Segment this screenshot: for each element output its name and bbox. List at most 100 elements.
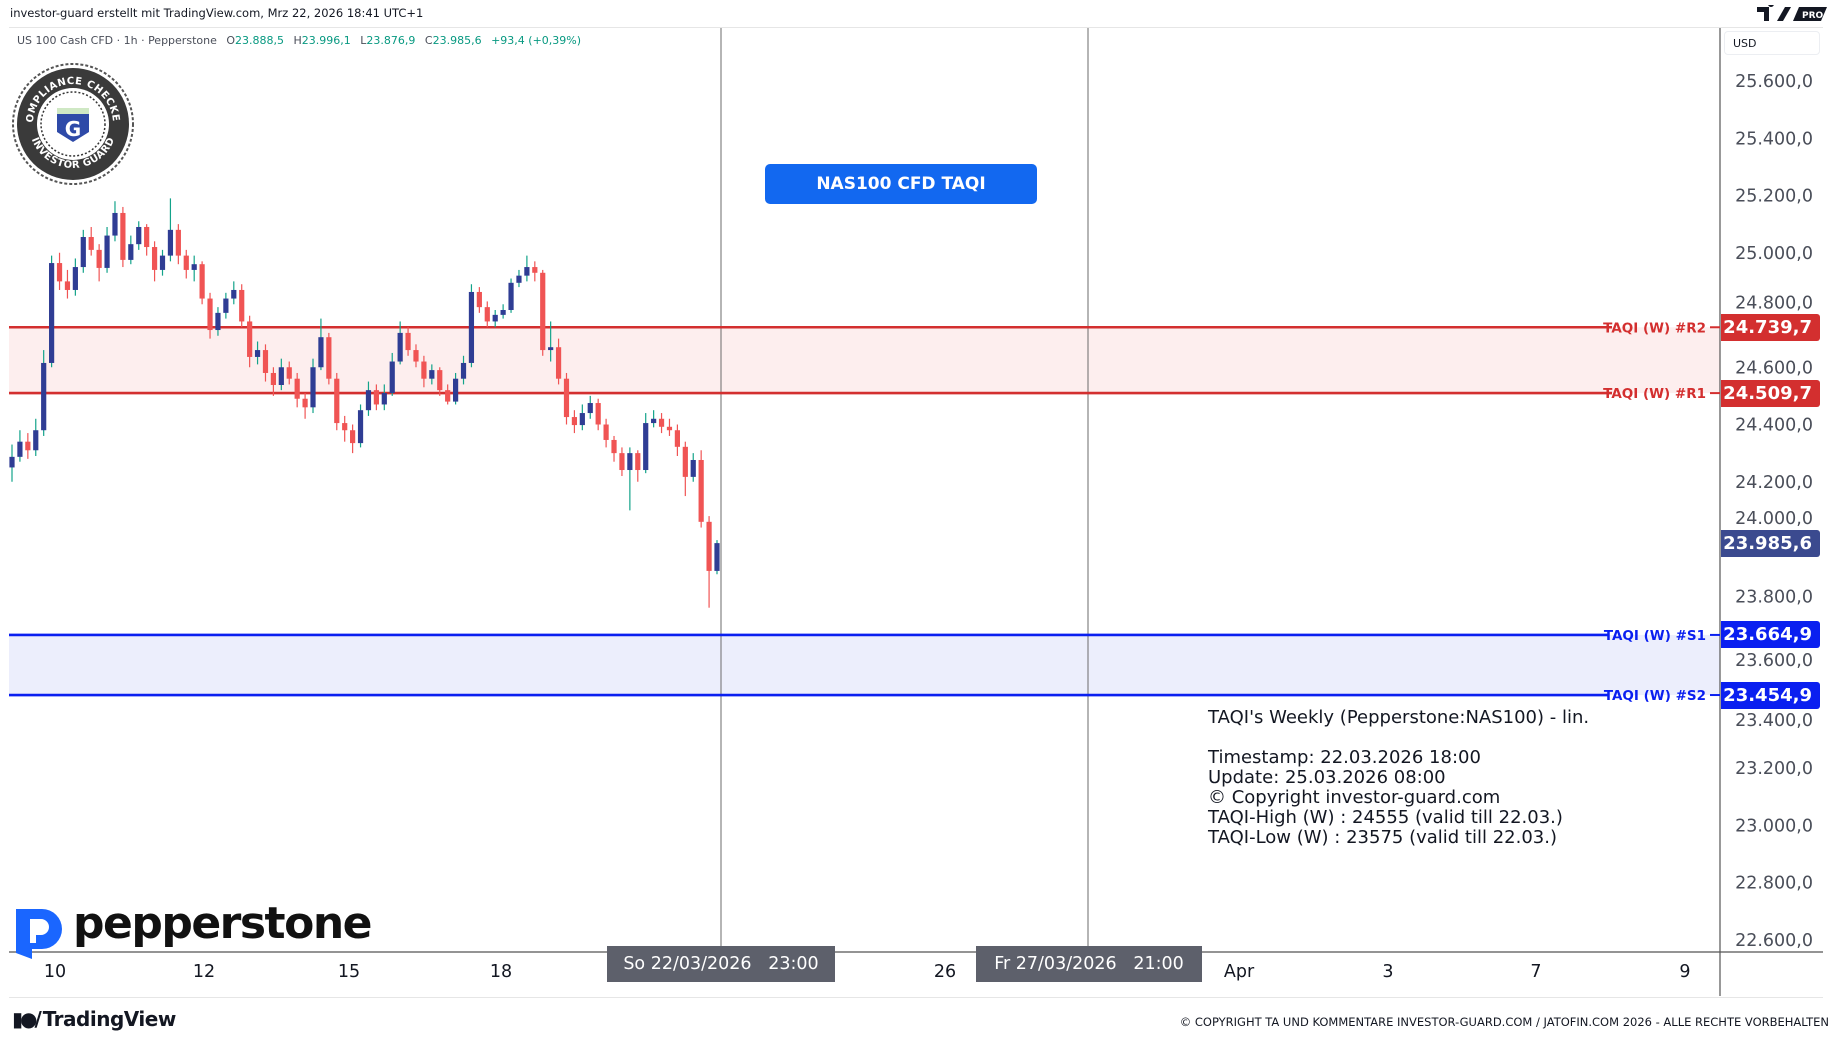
price-tick: 25.400,0 bbox=[1735, 129, 1813, 149]
candle-body bbox=[603, 424, 609, 440]
time-tick: 10 bbox=[43, 962, 67, 982]
chart-frame bbox=[9, 27, 1823, 998]
tradingview-pro-logo: PRO bbox=[1757, 5, 1827, 21]
price-tick: 25.000,0 bbox=[1735, 244, 1813, 264]
current-price-label: 23.985,6 bbox=[1721, 529, 1820, 557]
candle-body bbox=[698, 459, 704, 522]
candle-body bbox=[532, 267, 538, 273]
candle-body bbox=[136, 226, 142, 245]
candle-body bbox=[223, 298, 229, 313]
candle-body bbox=[64, 281, 71, 290]
pepperstone-logo-text: pepperstone bbox=[73, 898, 373, 949]
copyright-notice: © COPYRIGHT TA UND KOMMENTARE INVESTOR-G… bbox=[1179, 1015, 1829, 1029]
candle-body bbox=[571, 417, 578, 426]
candle-body bbox=[302, 398, 308, 408]
time-tick: Apr bbox=[1223, 962, 1255, 982]
currency-selector[interactable]: USD bbox=[1724, 31, 1820, 55]
candle-body bbox=[49, 263, 55, 363]
candle-body bbox=[421, 361, 427, 379]
low-label: L bbox=[360, 34, 367, 47]
candle-body bbox=[658, 418, 665, 427]
time-tick: 12 bbox=[192, 962, 216, 982]
candle-body bbox=[674, 430, 680, 447]
symbol-legend: US 100 Cash CFD · 1h · Pepperstone O23.8… bbox=[17, 34, 581, 47]
price-tick: 24.200,0 bbox=[1735, 473, 1813, 493]
pepperstone-p-icon bbox=[16, 909, 62, 959]
candle-body bbox=[104, 235, 110, 268]
candle-body bbox=[468, 291, 475, 363]
candle-body bbox=[365, 390, 372, 411]
candle-body bbox=[120, 212, 126, 260]
candle-body bbox=[96, 249, 102, 268]
level-name-label: TAQI (W) #S1 bbox=[1604, 628, 1706, 644]
crosshair-date-label: Fr 27/03/2026 21:00 bbox=[976, 946, 1202, 982]
candle-body bbox=[88, 237, 94, 250]
candle-body bbox=[33, 430, 39, 451]
candle-body bbox=[80, 237, 86, 268]
candle-body bbox=[199, 264, 205, 299]
candle-body bbox=[714, 543, 720, 571]
candle-body bbox=[167, 229, 174, 256]
candle-body bbox=[540, 272, 546, 351]
support-zone bbox=[9, 634, 1720, 696]
candle-body bbox=[17, 441, 23, 457]
svg-text:G: G bbox=[65, 117, 81, 141]
info-taqi-low: TAQI-Low (W) : 23575 (valid till 22.03.) bbox=[1208, 827, 1557, 848]
chart-attribution: investor-guard erstellt mit TradingView.… bbox=[10, 6, 424, 20]
price-tick: 24.800,0 bbox=[1735, 293, 1813, 313]
candle-body bbox=[611, 439, 617, 454]
candle-body bbox=[310, 367, 316, 408]
candle-body bbox=[25, 441, 31, 451]
candle-body bbox=[270, 372, 277, 385]
price-tick: 25.200,0 bbox=[1735, 187, 1813, 207]
candle-body bbox=[563, 378, 570, 418]
level-price-label: 23.664,9 bbox=[1721, 621, 1820, 649]
candle-body bbox=[128, 244, 134, 260]
candle-body bbox=[492, 314, 498, 322]
level-name-label: TAQI (W) #R2 bbox=[1603, 320, 1706, 336]
time-tick: 3 bbox=[1382, 962, 1394, 982]
candle-body bbox=[9, 456, 15, 468]
candle-body bbox=[682, 446, 688, 477]
candle-body bbox=[643, 423, 649, 471]
price-tick: 22.600,0 bbox=[1735, 931, 1813, 951]
time-tick: 18 bbox=[489, 962, 513, 982]
time-tick: 15 bbox=[337, 962, 361, 982]
high-label: H bbox=[293, 34, 302, 47]
snapshot-label: NAS100 CFD TAQI SNAPSHOT bbox=[765, 164, 1037, 234]
level-name-label: TAQI (W) #R1 bbox=[1603, 386, 1706, 402]
candle-body bbox=[294, 378, 300, 399]
price-tick: 24.000,0 bbox=[1735, 509, 1813, 529]
candle-body bbox=[286, 367, 292, 379]
open-label: O bbox=[226, 34, 236, 47]
symbol-name[interactable]: US 100 Cash CFD · 1h · Pepperstone bbox=[17, 34, 217, 47]
price-tick: 24.600,0 bbox=[1735, 358, 1813, 378]
change-value: +93,4 (+0,39%) bbox=[491, 34, 582, 47]
candle-body bbox=[627, 453, 633, 471]
time-tick: 9 bbox=[1679, 962, 1691, 982]
candle-body bbox=[342, 423, 348, 431]
candle-body bbox=[318, 337, 324, 368]
candle-body bbox=[183, 255, 189, 270]
candle-body bbox=[397, 332, 403, 362]
candle-body bbox=[151, 247, 158, 270]
candle-body bbox=[72, 267, 78, 290]
level-price-label: 23.454,9 bbox=[1721, 681, 1820, 709]
low-value: 23.876,9 bbox=[366, 34, 416, 47]
candle-body bbox=[690, 459, 696, 477]
open-value: 23.888,5 bbox=[235, 34, 285, 47]
crosshair-date-label: So 22/03/2026 23:00 bbox=[607, 946, 835, 982]
candle-body bbox=[215, 312, 221, 331]
time-tick: 26 bbox=[933, 962, 957, 982]
candle-body bbox=[579, 413, 585, 426]
price-tick: 23.400,0 bbox=[1735, 711, 1813, 731]
candle-body bbox=[389, 361, 395, 394]
taqi-info-box: TAQI's Weekly (Pepperstone:NAS100) - lin… bbox=[1208, 708, 1589, 848]
candle-body bbox=[413, 350, 419, 362]
candle-body bbox=[595, 403, 601, 425]
close-label: C bbox=[424, 34, 433, 47]
info-taqi-high: TAQI-High (W) : 24555 (valid till 22.03.… bbox=[1208, 807, 1563, 828]
level-price-label: 24.739,7 bbox=[1721, 313, 1820, 341]
price-tick: 23.600,0 bbox=[1735, 651, 1813, 671]
